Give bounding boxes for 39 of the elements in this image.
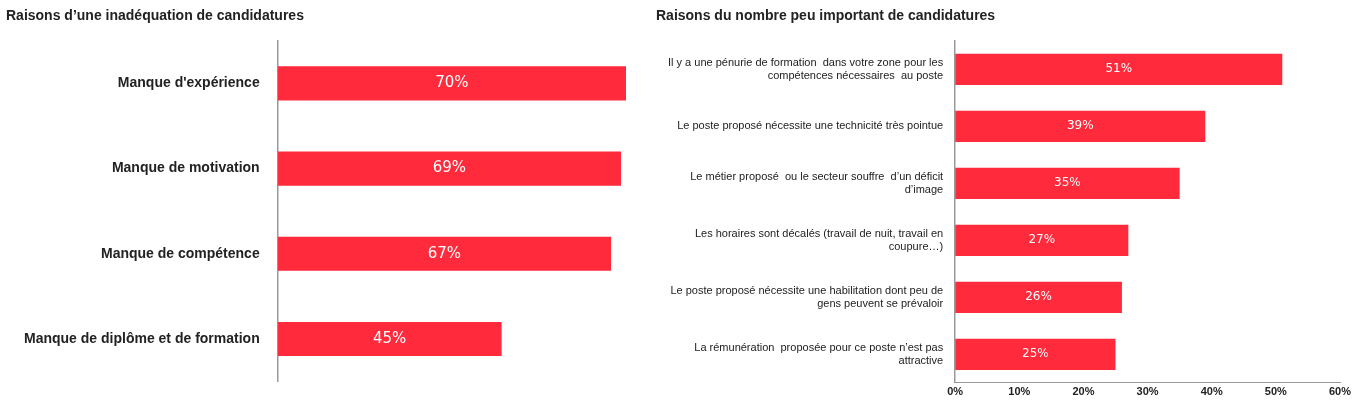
- y-tick-label: Le poste proposé nécessite une technicité très pointue: [677, 119, 944, 132]
- bar: [955, 110, 1206, 142]
- data-label: 26%: [1025, 289, 1052, 304]
- data-label: 27%: [1028, 232, 1056, 247]
- y-tick-label: Il y a une pénurie de formation dans votre zone pour les compétences nécessaires au poste: [667, 55, 944, 81]
- x-tick-label: 50%: [1264, 385, 1288, 398]
- data-label: 51%: [1105, 61, 1133, 76]
- data-label: 25%: [1022, 346, 1049, 361]
- text: Raisons du nombre peu important de candidatures: [656, 7, 996, 24]
- data-label: 35%: [1054, 175, 1081, 190]
- data-label: 70%: [435, 73, 469, 92]
- bar: [277, 66, 626, 101]
- text: Raisons d’une inadéquation de candidatures: [6, 7, 305, 24]
- bar: [955, 281, 1122, 313]
- data-label: 45%: [372, 328, 407, 347]
- y-tick-label: Le métier proposé ou le secteur souffre d’un déficit d’image: [690, 169, 944, 195]
- x-tick-label: 20%: [1072, 385, 1095, 398]
- x-tick-label: 30%: [1136, 385, 1159, 398]
- data-label: 67%: [427, 243, 462, 262]
- bar: [277, 151, 622, 186]
- bar: [955, 53, 1283, 85]
- y-tick-label: Manque de motivation: [111, 159, 260, 176]
- bar: [955, 224, 1129, 256]
- x-tick-label: 0%: [947, 385, 964, 398]
- bar: [955, 338, 1116, 370]
- x-tick-label: 10%: [1008, 385, 1031, 398]
- y-tick-label: Manque d'expérience: [117, 74, 260, 91]
- data-label: 69%: [432, 158, 467, 177]
- data-label: 39%: [1066, 118, 1094, 133]
- x-tick-label: 40%: [1200, 385, 1223, 398]
- bar: [955, 167, 1180, 199]
- y-tick-label: La rémunération proposée pour ce poste n’est pas attractive: [694, 340, 944, 366]
- y-tick-label: Manque de compétence: [100, 244, 260, 261]
- x-tick-label: 60%: [1328, 385, 1352, 398]
- bar: [277, 236, 612, 271]
- y-tick-label: Manque de diplôme et de formation: [24, 329, 260, 346]
- y-tick-label: Le poste proposé nécessite une habilitation dont peu de gens peuvent se prévaloir: [670, 283, 944, 309]
- bar: [277, 321, 502, 357]
- y-tick-label: Les horaires sont décalés (travail de nuit, travail en coupure…): [694, 226, 944, 252]
